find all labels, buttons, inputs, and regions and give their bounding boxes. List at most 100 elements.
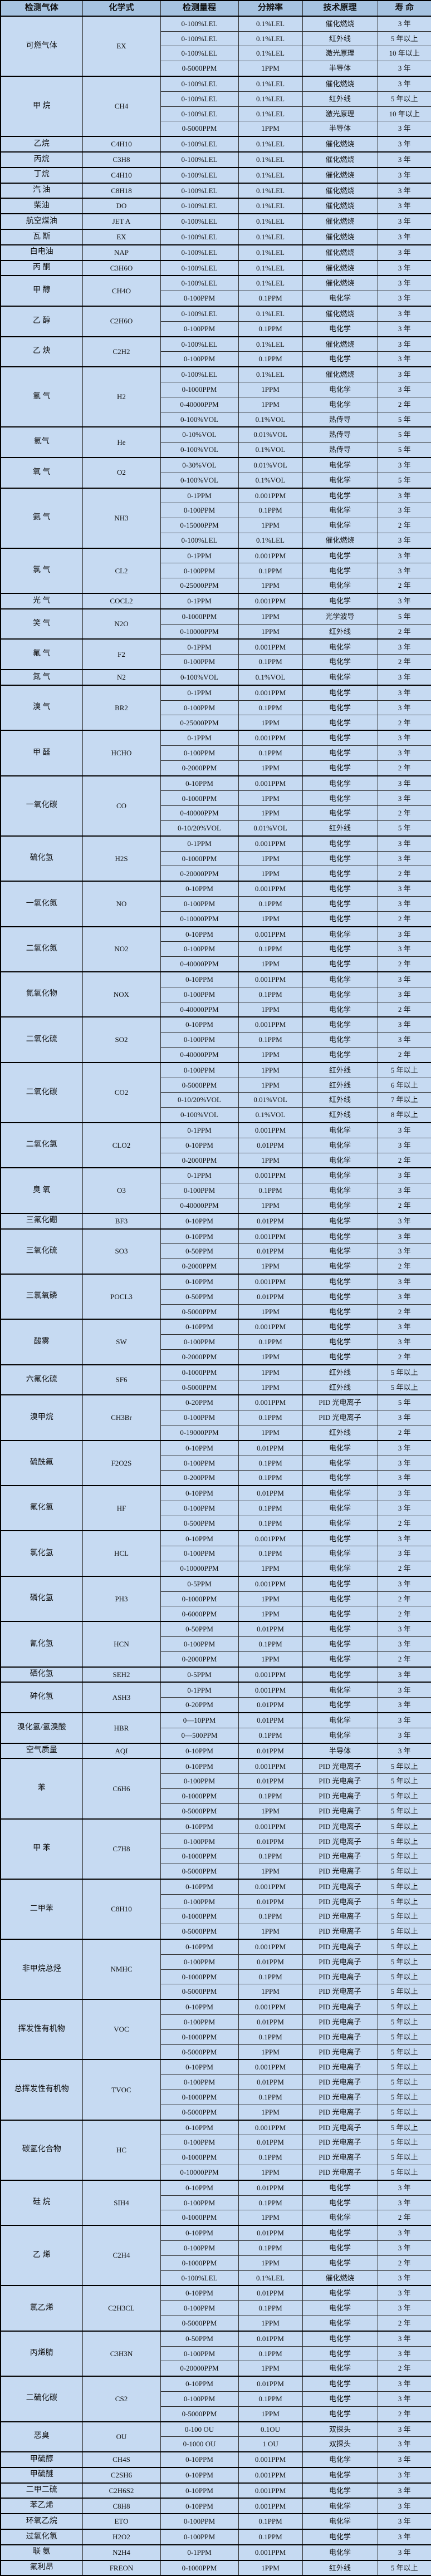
table-row: 0—500PPM 0.1PPM 电化学 3 年 <box>1 1727 431 1744</box>
resolution-cell: 0.001PPM <box>238 1575 303 1592</box>
gas-name-cell: 氯 气 <box>0 547 83 594</box>
resolution-cell: 1PPM <box>238 805 303 822</box>
resolution-cell: 1PPM <box>238 1364 303 1380</box>
range-cell: 0-10000PPM <box>160 2164 239 2181</box>
table-row: 0-2000PPM 1PPM 电化学 2 年 <box>1 1152 431 1168</box>
formula-cell: O3 <box>82 1167 161 1214</box>
gas-name-cell: 苯乙烯 <box>0 2498 83 2514</box>
formula-cell: C2H6O <box>82 305 161 337</box>
principle-cell: PID 光电离子 <box>302 1410 378 1425</box>
table-row: 0-100PPM 0.01PPM PID 光电离子 5 年以上 <box>1 2074 431 2090</box>
lifespan-cell: 8 年以上 <box>377 1107 431 1123</box>
table-row: 砷化氢 ASH3 0-1PPM 0.001PPM 电化学 3 年 <box>0 1682 431 1713</box>
resolution-cell: 0.1%LEL <box>238 75 303 92</box>
range-cell: 0-5000PPM <box>160 2044 239 2060</box>
formula-cell: O2 <box>82 456 161 488</box>
resolution-cell: 0.001PPM <box>238 593 303 609</box>
principle-cell: 电化学 <box>302 1212 378 1230</box>
resolution-cell: 0.1%LEL <box>238 136 303 153</box>
range-cell: 0-2000PPM <box>160 1258 239 1275</box>
lifespan-cell: 3 年 <box>377 669 431 686</box>
lifespan-cell: 5 年 <box>377 442 431 458</box>
resolution-cell: 0.1PPM <box>238 503 303 519</box>
range-cell: 0-10PPM <box>160 1016 239 1033</box>
lifespan-cell: 2 年 <box>377 1046 431 1063</box>
lifespan-cell: 5 年 <box>377 1394 431 1411</box>
formula-cell: N2 <box>82 669 161 686</box>
lifespan-cell: 2 年 <box>377 1606 431 1622</box>
range-cell: 0-10PPM <box>160 1319 239 1335</box>
resolution-cell: 0.001PPM <box>238 1122 303 1138</box>
range-cell: 0-2000PPM <box>160 1152 239 1168</box>
lifespan-cell: 3 年 <box>377 2179 431 2196</box>
principle-cell: 电化学 <box>302 1651 378 1668</box>
lifespan-cell: 5 年以上 <box>377 1984 431 2000</box>
range-cell: 0-100%VOL <box>160 472 239 489</box>
resolution-cell: 0.1PPM <box>238 941 303 957</box>
principle-cell: 电化学 <box>302 2466 378 2484</box>
lifespan-cell: 3 年 <box>377 351 431 367</box>
lifespan-cell: 3 年 <box>377 745 431 761</box>
lifespan-cell: 2 年 <box>377 1651 431 1668</box>
column-header-formula: 化学式 <box>82 0 161 17</box>
resolution-cell: 1PPM <box>238 2044 303 2060</box>
resolution-cell: 0.1PPM <box>238 2150 303 2165</box>
resolution-cell: 0.1PPM <box>238 2029 303 2045</box>
range-cell: 0-100PPM <box>160 2513 239 2530</box>
range-cell: 0-100%LEL <box>160 198 239 214</box>
range-cell: 0-10PPM <box>160 971 239 987</box>
table-row: 0-100PPM 0.01PPM PID 光电离子 5 年以上 <box>1 1773 431 1790</box>
lifespan-cell: 3 年 <box>377 1439 431 1456</box>
principle-cell: 电化学 <box>302 2529 378 2545</box>
lifespan-cell: 3 年 <box>377 213 431 230</box>
range-cell: 0-10PPM <box>160 1758 239 1774</box>
range-cell: 0-100%LEL <box>160 166 239 184</box>
resolution-cell: 0.1PPM <box>238 654 303 670</box>
lifespan-cell: 3 年 <box>377 851 431 867</box>
range-cell: 0-2000PPM <box>160 1651 239 1668</box>
table-row: 二氧化氯 CLO2 0-1PPM 0.001PPM 电化学 3 年 <box>0 1122 431 1168</box>
range-cell: 0-25000PPM <box>160 715 239 731</box>
gas-name-cell: 氟化氢 <box>0 1485 83 1531</box>
gas-name-cell: 二硫化碳 <box>0 2376 83 2422</box>
lifespan-cell: 2 年 <box>377 805 431 822</box>
principle-cell: 催化燃烧 <box>302 228 378 245</box>
principle-cell: 电化学 <box>302 1137 378 1153</box>
principle-cell: 催化燃烧 <box>302 259 378 276</box>
lifespan-cell: 3 年 <box>377 121 431 137</box>
formula-cell: POCL3 <box>82 1273 161 1320</box>
gas-name-cell: 溴化氢/氢溴酸 <box>0 1712 83 1744</box>
principle-cell: 电化学 <box>302 1152 378 1168</box>
lifespan-cell: 5 年以上 <box>377 1969 431 1985</box>
principle-cell: 电化学 <box>302 1334 378 1350</box>
lifespan-cell: 5 年以上 <box>377 1924 431 1940</box>
principle-cell: 电化学 <box>302 2179 378 2196</box>
principle-cell: 红外线 <box>302 1424 378 1441</box>
resolution-cell: 0.1%LEL <box>238 259 303 276</box>
resolution-cell: 0.01PPM <box>238 1137 303 1153</box>
range-cell: 0-100%LEL <box>160 91 239 107</box>
range-cell: 0-100PPM <box>160 941 239 957</box>
table-row: 笑 气 N2O 0-1000PPM 1PPM 光学波导 5 年 <box>0 608 431 640</box>
lifespan-cell: 2 年 <box>377 654 431 670</box>
range-cell: 0-100PPM <box>160 503 239 519</box>
lifespan-cell: 5 年以上 <box>377 1364 431 1380</box>
principle-cell: 电化学 <box>302 2240 378 2256</box>
table-row: 0-100PPM 0.01PPM PID 光电离子 5 年以上 <box>1 2014 431 2030</box>
range-cell: 0-100PPM <box>160 1455 239 1471</box>
range-cell: 0-50PPM <box>160 1621 239 1638</box>
resolution-cell: 0.1PPM <box>238 291 303 307</box>
resolution-cell: 0.01PPM <box>238 2014 303 2030</box>
formula-cell: CH4O <box>82 275 161 307</box>
range-cell: 0-1PPM <box>160 1682 239 1698</box>
principle-cell: 电化学 <box>302 1167 378 1184</box>
principle-cell: 电化学 <box>302 700 378 716</box>
range-cell: 0—500PPM <box>160 1727 239 1744</box>
resolution-cell: 1PPM <box>238 1651 303 1668</box>
lifespan-cell: 3 年 <box>377 1546 431 1562</box>
lifespan-cell: 2 年 <box>377 1197 431 1214</box>
gas-name-cell: 环氧乙烷 <box>0 2513 83 2530</box>
principle-cell: 双探头 <box>302 2436 378 2452</box>
lifespan-cell: 3 年 <box>377 1727 431 1744</box>
lifespan-cell: 2 年 <box>377 866 431 882</box>
